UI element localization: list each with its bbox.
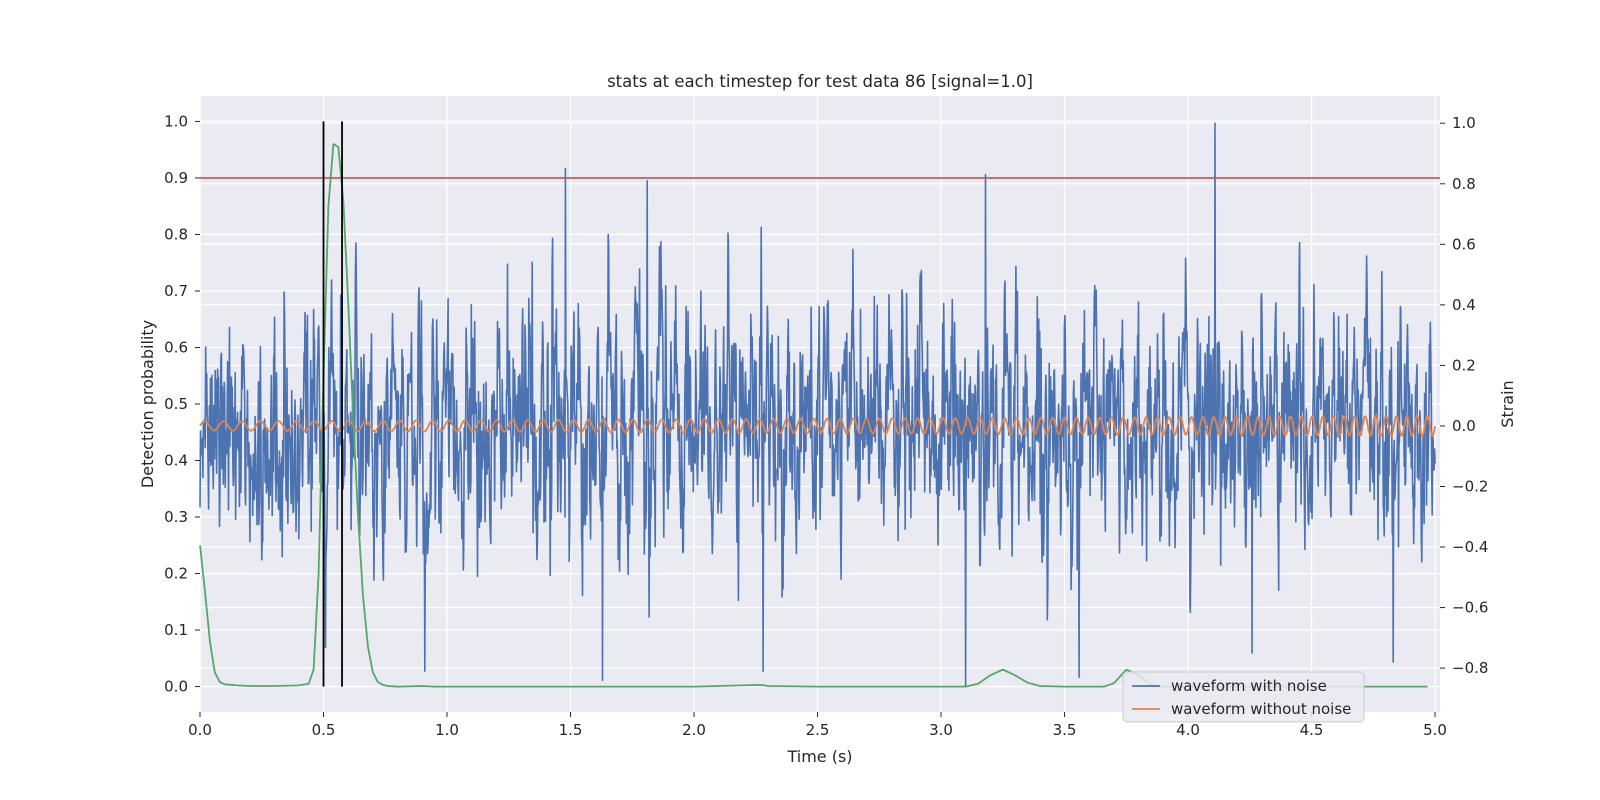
x-tick-label: 3.5: [1053, 721, 1077, 739]
y-tick-label-right: 0.4: [1452, 296, 1476, 314]
series-layer: [199, 121, 1440, 688]
y-tick-label-left: 0.6: [164, 338, 188, 356]
y-tick-label-left: 0.4: [164, 452, 188, 470]
x-tick-label: 4.5: [1300, 721, 1324, 739]
x-tick-label: 1.0: [435, 721, 459, 739]
chart-title: stats at each timestep for test data 86 …: [607, 72, 1033, 91]
x-tick-label: 2.5: [806, 721, 830, 739]
y-axis-label-right: Strain: [1498, 380, 1517, 427]
y-tick-label-left: 1.0: [164, 112, 188, 130]
y-tick-label-left: 0.9: [164, 169, 188, 187]
y-tick-label-left: 0.2: [164, 565, 188, 583]
y-tick-label-left: 0.5: [164, 395, 188, 413]
y-tick-label-left: 0.8: [164, 225, 188, 243]
y-tick-label-left: 0.7: [164, 282, 188, 300]
y-tick-label-right: −0.2: [1452, 477, 1488, 495]
x-tick-label: 2.0: [682, 721, 706, 739]
series-line-detection-probability: [199, 143, 1428, 688]
y-axis-label-left: Detection probability: [138, 320, 157, 488]
y-tick-label-right: 0.6: [1452, 235, 1476, 253]
x-tick-label: 0.0: [188, 721, 212, 739]
x-tick-label: 1.5: [559, 721, 583, 739]
y-tick-label-right: 0.0: [1452, 417, 1476, 435]
y-tick-label-right: 0.2: [1452, 356, 1476, 374]
legend-label: waveform with noise: [1171, 677, 1327, 695]
x-tick-label: 0.5: [312, 721, 336, 739]
axes: 0.0 0.5 1.0 1.5 2.0 2.5 3.0 3.5 4.0 4.5 5.0 0.0 0.1 0…: [164, 112, 1488, 739]
legend: waveform with noise waveform without nois…: [1122, 671, 1365, 723]
x-tick-label: 3.0: [929, 721, 953, 739]
legend-box: [1122, 671, 1365, 723]
series-line-waveform-without-noise: [199, 415, 1436, 437]
y-tick-label-right: −0.6: [1452, 599, 1488, 617]
x-tick-label: 4.0: [1176, 721, 1200, 739]
x-tick-label: 5.0: [1423, 721, 1447, 739]
x-axis-label: Time (s): [786, 747, 852, 766]
series-line-waveform-with-noise: [199, 122, 1436, 688]
y-tick-label-right: −0.8: [1452, 659, 1488, 677]
y-tick-label-right: 0.8: [1452, 175, 1476, 193]
y-tick-label-left: 0.1: [164, 621, 188, 639]
legend-label: waveform without noise: [1171, 700, 1351, 718]
y-tick-label-left: 0.0: [164, 678, 188, 696]
y-tick-label-left: 0.3: [164, 508, 188, 526]
y-tick-label-right: −0.4: [1452, 538, 1488, 556]
y-tick-label-right: 1.0: [1452, 114, 1476, 132]
